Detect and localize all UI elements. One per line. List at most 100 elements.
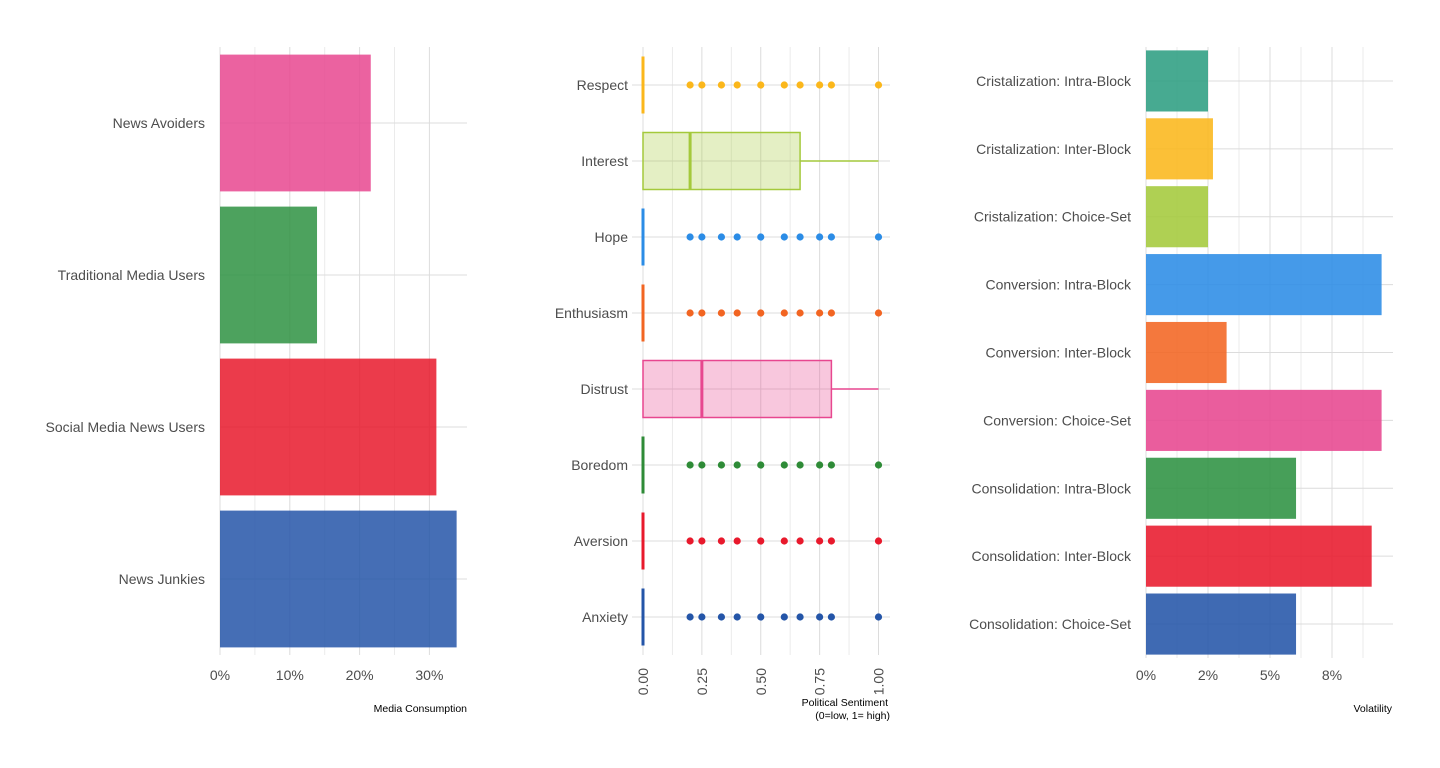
bar	[220, 54, 371, 192]
outlier-point	[816, 613, 824, 621]
outlier-point	[717, 537, 726, 545]
x-axis-title-line1: Political Sentiment	[802, 697, 888, 709]
outlier-point	[733, 81, 741, 89]
outlier-point	[686, 461, 694, 469]
category-label: Consolidation: Intra-Block	[971, 480, 1132, 496]
outlier-point	[874, 309, 883, 317]
x-tick-label: 5%	[1260, 667, 1280, 683]
outlier-point	[757, 81, 765, 89]
outlier-point	[733, 537, 741, 545]
outlier-point	[717, 309, 726, 317]
outlier-point	[698, 537, 706, 545]
x-tick-label: 1.00	[871, 668, 887, 695]
outlier-point	[717, 613, 726, 621]
x-axis-title: Media Consumption	[374, 703, 468, 715]
outlier-point	[796, 309, 804, 317]
bar	[1146, 457, 1297, 519]
outlier-point	[698, 613, 706, 621]
outlier-point	[874, 613, 883, 621]
outlier-point	[874, 461, 883, 469]
category-label: Traditional Media Users	[58, 267, 205, 283]
category-label: Enthusiasm	[555, 305, 628, 321]
box	[642, 359, 833, 419]
outlier-point	[780, 613, 788, 621]
outlier-point	[816, 233, 824, 241]
x-tick-label: 0.75	[812, 668, 828, 695]
outlier-point	[816, 309, 824, 317]
category-label: Cristalization: Intra-Block	[976, 73, 1132, 89]
outlier-point	[827, 81, 836, 89]
outlier-point	[686, 537, 694, 545]
outlier-point	[816, 461, 824, 469]
category-label: Consolidation: Choice-Set	[969, 616, 1131, 632]
outlier-point	[827, 461, 836, 469]
outlier-point	[816, 537, 824, 545]
bar	[220, 510, 457, 648]
outlier-point	[698, 461, 706, 469]
x-tick-label: 10%	[276, 667, 304, 683]
outlier-point	[733, 613, 741, 621]
category-label: News Avoiders	[113, 115, 205, 131]
category-label: Cristalization: Choice-Set	[974, 209, 1131, 225]
x-tick-label: 0.25	[694, 668, 710, 695]
category-label: Consolidation: Inter-Block	[971, 548, 1132, 564]
outlier-point	[796, 233, 804, 241]
category-label: Hope	[595, 229, 629, 245]
outlier-point	[780, 461, 788, 469]
bar	[1146, 525, 1372, 587]
outlier-point	[686, 613, 694, 621]
bar	[220, 358, 437, 496]
outlier-point	[874, 81, 883, 89]
bar	[1146, 254, 1382, 316]
outlier-point	[780, 233, 788, 241]
outlier-point	[780, 81, 788, 89]
x-tick-label: 30%	[415, 667, 443, 683]
category-label: Interest	[581, 153, 628, 169]
bar	[1146, 593, 1297, 655]
category-label: Aversion	[574, 533, 628, 549]
outlier-point	[757, 461, 765, 469]
bar	[1146, 118, 1213, 180]
outlier-point	[780, 537, 788, 545]
outlier-point	[686, 81, 694, 89]
category-label: Boredom	[571, 457, 628, 473]
category-label: Social Media News Users	[46, 419, 206, 435]
bar	[1146, 186, 1208, 248]
bar	[1146, 50, 1208, 112]
outlier-point	[733, 233, 741, 241]
outlier-point	[733, 309, 741, 317]
category-label: Cristalization: Inter-Block	[976, 141, 1132, 157]
x-tick-label: 8%	[1322, 667, 1342, 683]
category-label: Conversion: Choice-Set	[983, 412, 1131, 428]
outlier-point	[816, 81, 824, 89]
outlier-point	[698, 233, 706, 241]
outlier-point	[827, 309, 836, 317]
outlier-point	[796, 537, 804, 545]
bar	[220, 206, 318, 344]
outlier-point	[717, 461, 726, 469]
x-tick-label: 20%	[346, 667, 374, 683]
category-label: Conversion: Inter-Block	[985, 345, 1132, 361]
x-tick-label: 0.50	[753, 668, 769, 695]
outlier-point	[827, 537, 836, 545]
box	[642, 131, 801, 191]
x-tick-label: 0%	[1136, 667, 1156, 683]
outlier-point	[827, 613, 836, 621]
outlier-point	[717, 233, 726, 241]
x-tick-label: 2%	[1198, 667, 1218, 683]
outlier-point	[796, 461, 804, 469]
category-label: Anxiety	[582, 609, 628, 625]
outlier-point	[757, 309, 765, 317]
category-label: Distrust	[581, 381, 629, 397]
outlier-point	[698, 309, 706, 317]
x-axis-title-line2: (0=low, 1= high)	[815, 710, 890, 722]
category-label: News Junkies	[119, 571, 205, 587]
outlier-point	[796, 81, 804, 89]
x-tick-label: 0%	[210, 667, 230, 683]
category-label: Conversion: Intra-Block	[985, 277, 1132, 293]
outlier-point	[757, 613, 765, 621]
outlier-point	[686, 233, 694, 241]
outlier-point	[780, 309, 788, 317]
bar	[1146, 389, 1382, 451]
